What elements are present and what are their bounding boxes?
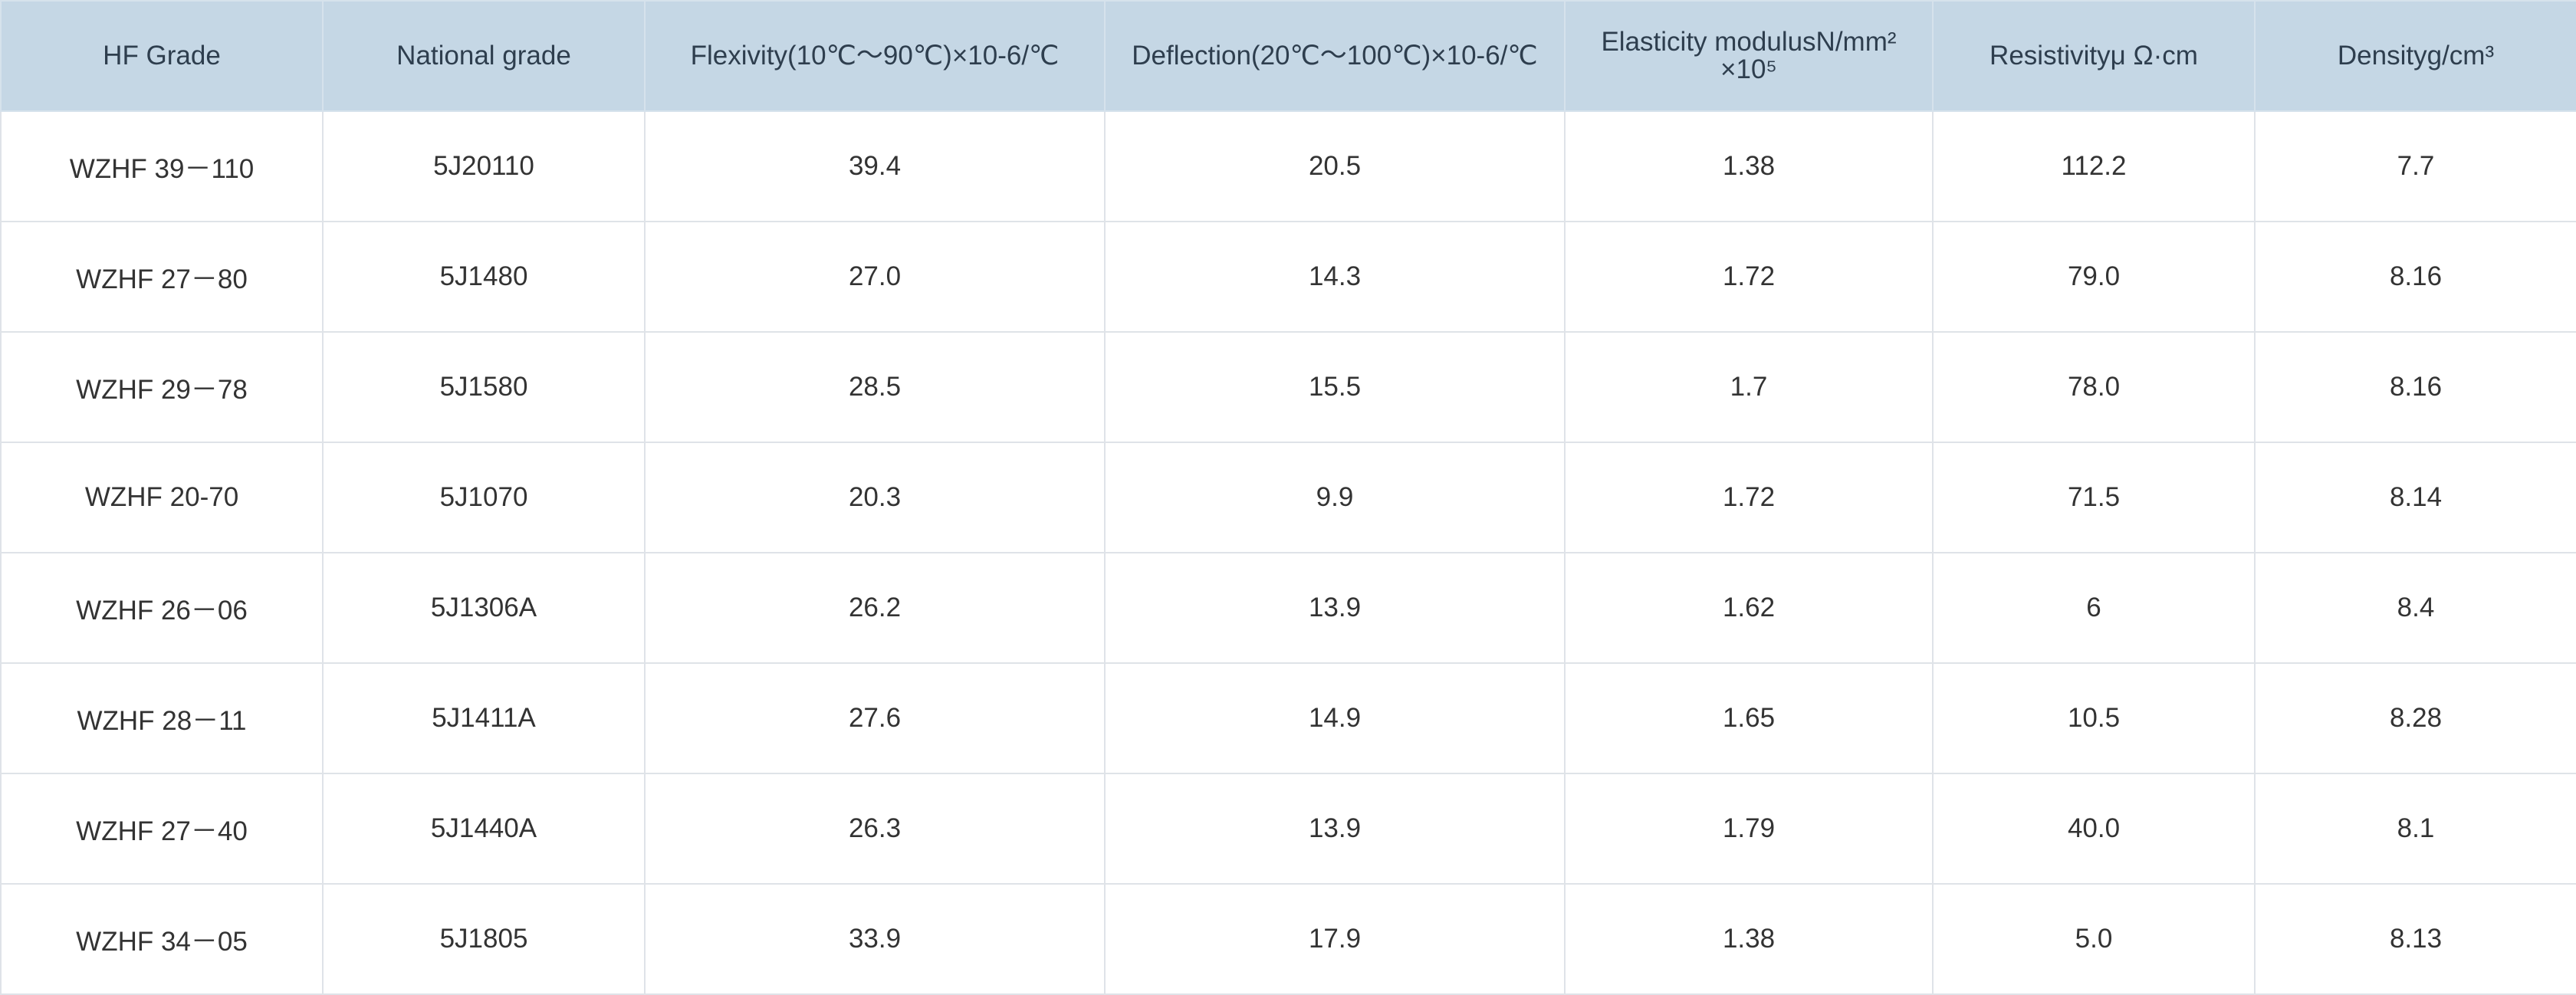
table-row: WZHF 20-70 5J1070 20.3 9.9 1.72 71.5 8.14 (0, 442, 2576, 553)
cell-national-grade: 5J1070 (322, 442, 646, 553)
cell-deflection: 17.9 (1104, 883, 1566, 995)
header-row: HF Grade National grade Flexivity(10℃～90… (0, 0, 2576, 112)
header-hf-grade: HF Grade (0, 0, 324, 112)
cell-resistivity: 5.0 (1932, 883, 2256, 995)
cell-national-grade: 5J1306A (322, 552, 646, 664)
cell-resistivity: 10.5 (1932, 662, 2256, 774)
cell-flexivity: 39.4 (644, 110, 1106, 222)
cell-flexivity: 26.3 (644, 773, 1106, 885)
cell-flexivity: 20.3 (644, 442, 1106, 553)
cell-flexivity: 27.6 (644, 662, 1106, 774)
cell-hf-grade: WZHF 39－110 (0, 110, 324, 222)
cell-deflection: 13.9 (1104, 552, 1566, 664)
cell-density: 8.4 (2254, 552, 2576, 664)
header-density: Densityg/cm³ (2254, 0, 2576, 112)
cell-deflection: 15.5 (1104, 331, 1566, 443)
cell-resistivity: 78.0 (1932, 331, 2256, 443)
header-national-grade: National grade (322, 0, 646, 112)
cell-hf-grade: WZHF 26－06 (0, 552, 324, 664)
cell-resistivity: 40.0 (1932, 773, 2256, 885)
table-header: HF Grade National grade Flexivity(10℃～90… (0, 0, 2576, 112)
cell-hf-grade: WZHF 28－11 (0, 662, 324, 774)
header-flexivity: Flexivity(10℃～90℃)×10-6/℃ (644, 0, 1106, 112)
cell-flexivity: 27.0 (644, 221, 1106, 333)
cell-elasticity-modulus: 1.72 (1564, 442, 1934, 553)
cell-density: 8.28 (2254, 662, 2576, 774)
cell-national-grade: 5J1580 (322, 331, 646, 443)
table-row: WZHF 34－05 5J1805 33.9 17.9 1.38 5.0 8.13 (0, 883, 2576, 995)
table-row: WZHF 39－110 5J20110 39.4 20.5 1.38 112.2 7.7 (0, 110, 2576, 222)
table-row: WZHF 27－80 5J1480 27.0 14.3 1.72 79.0 8.16 (0, 221, 2576, 333)
cell-hf-grade: WZHF 34－05 (0, 883, 324, 995)
header-resistivity: Resistivityμ Ω·cm (1932, 0, 2256, 112)
header-deflection: Deflection(20℃～100℃)×10-6/℃ (1104, 0, 1566, 112)
cell-hf-grade: WZHF 27－80 (0, 221, 324, 333)
cell-national-grade: 5J1805 (322, 883, 646, 995)
cell-density: 8.13 (2254, 883, 2576, 995)
table-row: WZHF 29－78 5J1580 28.5 15.5 1.7 78.0 8.16 (0, 331, 2576, 443)
cell-density: 8.1 (2254, 773, 2576, 885)
cell-density: 8.14 (2254, 442, 2576, 553)
cell-deflection: 14.9 (1104, 662, 1566, 774)
cell-deflection: 14.3 (1104, 221, 1566, 333)
table-row: WZHF 27－40 5J1440A 26.3 13.9 1.79 40.0 8.1 (0, 773, 2576, 885)
cell-flexivity: 28.5 (644, 331, 1106, 443)
cell-deflection: 9.9 (1104, 442, 1566, 553)
cell-national-grade: 5J1411A (322, 662, 646, 774)
cell-elasticity-modulus: 1.38 (1564, 110, 1934, 222)
cell-hf-grade: WZHF 29－78 (0, 331, 324, 443)
cell-flexivity: 33.9 (644, 883, 1106, 995)
cell-national-grade: 5J1480 (322, 221, 646, 333)
cell-resistivity: 6 (1932, 552, 2256, 664)
cell-density: 8.16 (2254, 331, 2576, 443)
cell-elasticity-modulus: 1.72 (1564, 221, 1934, 333)
cell-resistivity: 112.2 (1932, 110, 2256, 222)
cell-density: 8.16 (2254, 221, 2576, 333)
cell-elasticity-modulus: 1.79 (1564, 773, 1934, 885)
table-body: WZHF 39－110 5J20110 39.4 20.5 1.38 112.2 7.7 WZ… (0, 110, 2576, 995)
cell-deflection: 13.9 (1104, 773, 1566, 885)
cell-flexivity: 26.2 (644, 552, 1106, 664)
cell-elasticity-modulus: 1.65 (1564, 662, 1934, 774)
cell-hf-grade: WZHF 27－40 (0, 773, 324, 885)
header-elasticity-modulus: Elasticity modulusN/mm² ×10⁵ (1564, 0, 1934, 112)
cell-density: 7.7 (2254, 110, 2576, 222)
cell-deflection: 20.5 (1104, 110, 1566, 222)
cell-elasticity-modulus: 1.62 (1564, 552, 1934, 664)
cell-national-grade: 5J1440A (322, 773, 646, 885)
cell-national-grade: 5J20110 (322, 110, 646, 222)
cell-resistivity: 79.0 (1932, 221, 2256, 333)
cell-resistivity: 71.5 (1932, 442, 2256, 553)
cell-elasticity-modulus: 1.38 (1564, 883, 1934, 995)
cell-hf-grade: WZHF 20-70 (0, 442, 324, 553)
table-row: WZHF 28－11 5J1411A 27.6 14.9 1.65 10.5 8.28 (0, 662, 2576, 774)
cell-elasticity-modulus: 1.7 (1564, 331, 1934, 443)
table-row: WZHF 26－06 5J1306A 26.2 13.9 1.62 6 8.4 (0, 552, 2576, 664)
